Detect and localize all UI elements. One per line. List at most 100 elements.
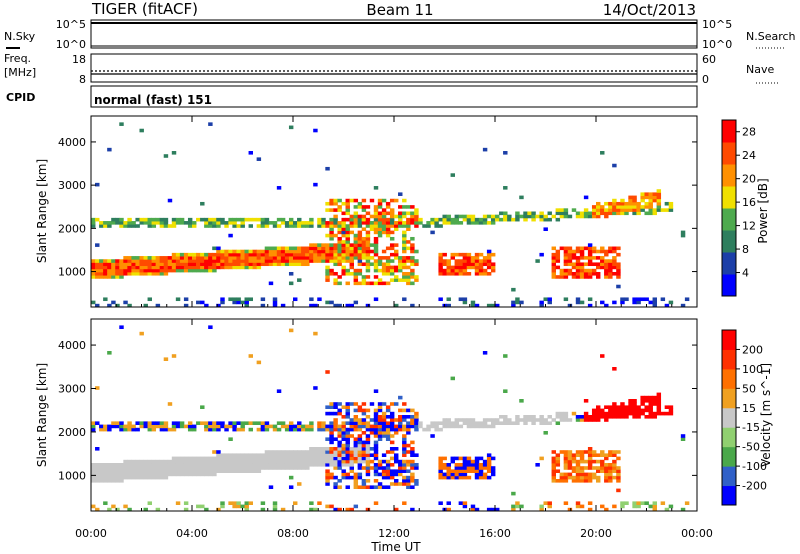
power-cell [596, 205, 601, 209]
velocity-cell [187, 469, 193, 473]
velocity-cell [527, 415, 532, 419]
power-cell [333, 243, 338, 247]
velocity-cell [385, 408, 391, 413]
power-cell [135, 265, 140, 270]
power-cell [329, 271, 334, 276]
velocity-cell [608, 450, 613, 454]
velocity-cell [591, 411, 597, 416]
power-cell [551, 262, 556, 267]
power-cell [466, 256, 472, 260]
velocity-cell [111, 469, 116, 473]
freq-strip: Freq. [MHz] 18 8 60 0 Nave [4, 52, 778, 86]
velocity-cell [155, 424, 161, 429]
power-cell [179, 221, 185, 225]
power-cell [490, 265, 496, 270]
power-cell [175, 217, 181, 222]
velocity-cell [333, 456, 338, 461]
velocity-cell [583, 459, 589, 464]
power-cell [155, 303, 161, 308]
power-cell [329, 208, 334, 212]
power-cell [212, 256, 217, 260]
velocity-cell [369, 485, 375, 489]
velocity-cell [313, 459, 318, 464]
power-cell [187, 259, 193, 263]
power-cell [187, 268, 193, 273]
power-cell [636, 300, 641, 305]
velocity-cell [632, 504, 637, 509]
velocity-cell [579, 415, 585, 419]
power-cell [260, 224, 266, 228]
colorbar-tick-label: 28 [742, 126, 756, 139]
power-cell [458, 214, 464, 219]
power-cell [579, 246, 585, 251]
power-cell [652, 195, 657, 200]
velocity-cell [115, 479, 120, 483]
power-cell [377, 227, 383, 231]
power-cell [151, 221, 157, 225]
velocity-cell [482, 424, 488, 429]
power-cell [317, 249, 322, 254]
power-cell [369, 227, 375, 231]
velocity-cell [426, 424, 431, 429]
velocity-cell [385, 427, 391, 432]
velocity-cell [373, 434, 379, 438]
power-cell [357, 236, 363, 241]
velocity-cell [288, 475, 294, 480]
power-cell [596, 208, 601, 212]
power-cell [111, 268, 116, 273]
velocity-cell [333, 485, 338, 489]
velocity-cell [369, 427, 375, 432]
power-cell [159, 262, 165, 267]
velocity-cell [260, 427, 266, 432]
velocity-cell [612, 450, 617, 454]
velocity-cell [373, 501, 379, 505]
velocity-cell [579, 418, 585, 422]
power-cell [430, 217, 435, 222]
velocity-cell [373, 447, 379, 451]
velocity-cell [470, 418, 476, 422]
power-cell [341, 217, 346, 222]
velocity-cell [95, 466, 100, 470]
velocity-cell [361, 421, 367, 425]
power-cell [394, 268, 399, 273]
velocity-cell [587, 507, 593, 512]
velocity-cell [123, 424, 128, 429]
velocity-cell [224, 424, 229, 429]
power-cell [402, 265, 407, 270]
power-cell [474, 259, 480, 263]
velocity-cell [361, 482, 367, 486]
velocity-cell [394, 479, 399, 483]
velocity-cell [357, 459, 363, 464]
velocity-cell [579, 479, 585, 483]
velocity-cell [462, 475, 468, 480]
velocity-cell [450, 469, 455, 473]
velocity-cell [91, 427, 96, 432]
velocity-cell [272, 453, 278, 457]
velocity-cell [159, 421, 165, 425]
power-cell [280, 259, 286, 263]
power-cell [179, 256, 185, 260]
velocity-cell [284, 424, 290, 429]
velocity-cell [600, 450, 605, 454]
power-cell [620, 205, 625, 209]
power-cell [664, 208, 670, 212]
power-cell [373, 240, 379, 244]
velocity-cell [244, 469, 249, 473]
velocity-cell [365, 453, 371, 457]
power-cell [143, 271, 148, 276]
power-cell [648, 205, 653, 209]
velocity-cell [248, 466, 253, 470]
velocity-cell [179, 466, 185, 470]
power-cell [353, 205, 359, 209]
power-cell [385, 221, 391, 225]
power-cell [486, 256, 492, 260]
power-cell [151, 259, 157, 263]
power-cell [398, 268, 403, 273]
velocity-cell [353, 479, 359, 483]
power-cell [458, 262, 464, 267]
power-cell [470, 256, 476, 260]
power-cell [365, 281, 371, 286]
power-cell [365, 221, 371, 225]
velocity-cell [551, 459, 556, 464]
velocity-cell [179, 469, 185, 473]
